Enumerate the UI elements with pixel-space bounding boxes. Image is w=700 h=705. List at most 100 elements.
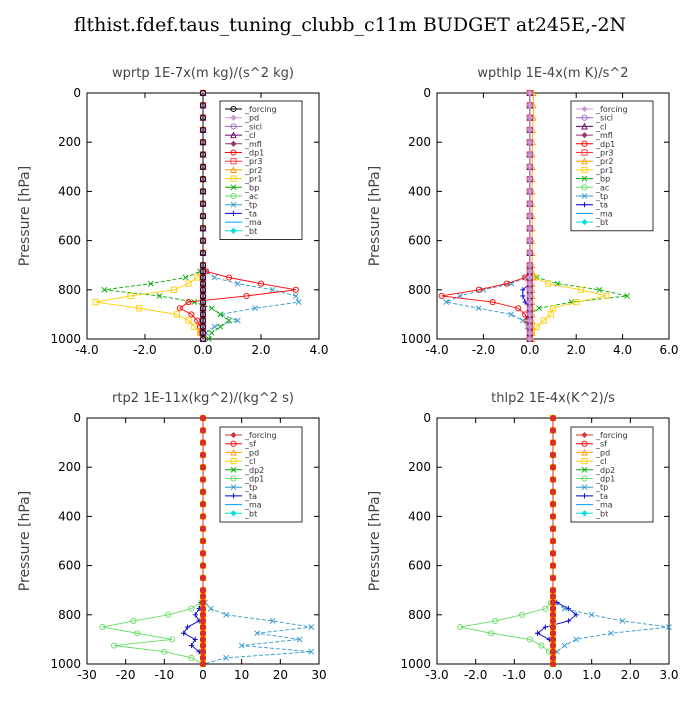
data-point — [199, 126, 207, 133]
data-point — [503, 280, 510, 287]
data-point — [199, 280, 207, 287]
data-point — [199, 311, 207, 318]
data-point — [194, 317, 201, 324]
data-point — [136, 305, 143, 312]
chart-panel-1: wprtp 1E-7x(m kg)/(s^2 kg) Pressure [hPa]… — [17, 66, 329, 357]
data-point — [199, 593, 207, 600]
y-tick-label: 800 — [408, 608, 431, 622]
legend-label: _bp — [244, 183, 259, 192]
data-point — [199, 305, 207, 312]
legend: _forcing_pd_sicl_cl_mfl_dp1_pr3_pr2_pr1_… — [219, 100, 303, 240]
data-point — [549, 488, 557, 495]
legend-label: _pd — [244, 114, 259, 123]
data-point — [252, 305, 259, 312]
x-tick-label: 1.0 — [582, 668, 601, 682]
data-point — [130, 617, 137, 625]
data-point — [101, 286, 108, 293]
data-point — [199, 660, 207, 668]
legend-marker — [230, 210, 237, 216]
legend-label: _tp — [595, 483, 608, 492]
x-tick-label: 30 — [311, 668, 326, 682]
data-point — [549, 574, 557, 581]
data-point — [234, 317, 241, 324]
data-point — [199, 599, 207, 606]
legend-marker — [581, 458, 588, 465]
legend-marker — [230, 105, 237, 113]
data-point — [526, 317, 533, 324]
y-axis-label: Pressure [hPa] — [367, 166, 383, 266]
data-point — [185, 299, 192, 306]
data-point — [199, 114, 207, 121]
data-point — [577, 286, 584, 293]
data-point — [526, 151, 533, 158]
data-point — [457, 624, 464, 631]
legend-label: _sicl — [595, 114, 613, 123]
series-line — [104, 93, 230, 340]
legend-marker — [581, 184, 588, 191]
y-tick-label: 400 — [58, 509, 81, 523]
data-point — [199, 642, 207, 649]
y-tick-label: 400 — [408, 509, 431, 523]
legend-marker — [230, 158, 237, 165]
data-point — [526, 176, 533, 183]
data-point — [199, 476, 207, 483]
legend-label: _pr2 — [244, 166, 262, 175]
legend-marker — [230, 149, 237, 156]
x-tick-label: 3.0 — [659, 668, 678, 682]
data-point — [549, 501, 557, 508]
data-point — [545, 280, 552, 287]
data-point — [185, 317, 192, 324]
data-point — [526, 292, 533, 299]
data-point — [269, 286, 276, 293]
data-point — [573, 299, 580, 306]
data-point — [199, 587, 207, 594]
data-point — [199, 329, 207, 336]
data-point — [296, 636, 303, 643]
data-point — [526, 139, 533, 146]
data-point — [561, 642, 568, 649]
data-point — [199, 513, 207, 520]
legend-label: _pr2 — [595, 157, 613, 166]
data-point — [619, 618, 626, 624]
legend-label: _dp1 — [595, 140, 615, 149]
data-point — [194, 274, 201, 281]
data-point — [549, 550, 557, 557]
x-tick-label: -20 — [116, 668, 136, 682]
legend-label: _dp1 — [244, 475, 264, 484]
legend-label: _tp — [244, 483, 257, 492]
data-point — [217, 323, 224, 330]
x-tick-label: -3.0 — [425, 668, 448, 682]
data-point — [226, 317, 233, 324]
legend-marker — [230, 114, 237, 121]
data-point — [519, 317, 526, 324]
legend-marker — [230, 227, 237, 234]
figure-title: flthist.fdef.taus_tuning_clubb_c11m BUDG… — [73, 14, 627, 36]
data-point — [526, 299, 533, 306]
data-point — [526, 335, 533, 343]
y-tick-label: 200 — [408, 460, 431, 474]
x-tick-label: 0.0 — [543, 668, 562, 682]
data-point — [199, 237, 207, 244]
x-tick-label: -4.0 — [75, 343, 98, 357]
data-point — [199, 427, 207, 434]
data-point — [573, 612, 579, 618]
data-point — [308, 624, 315, 631]
data-point — [526, 249, 533, 256]
data-point — [134, 630, 141, 637]
series-line — [441, 93, 531, 339]
legend-marker — [230, 458, 237, 465]
legend-marker — [230, 175, 237, 182]
x-tick-label: -1.0 — [503, 668, 526, 682]
data-point — [526, 262, 533, 269]
x-tick-label: 0.0 — [520, 343, 539, 357]
y-tick-label: 0 — [423, 86, 431, 100]
legend-label: _ma — [244, 501, 262, 510]
legend-label: _ta — [244, 209, 257, 218]
y-tick-label: 600 — [408, 234, 431, 248]
x-tick-label: 2.0 — [251, 343, 270, 357]
series-tp — [443, 90, 533, 342]
data-point — [199, 525, 207, 532]
legend-marker — [230, 431, 237, 439]
legend-marker — [230, 166, 237, 173]
legend: _forcing_sicl_cl_mfl_dp1_pr3_pr2_pr1_bp_… — [570, 100, 654, 232]
